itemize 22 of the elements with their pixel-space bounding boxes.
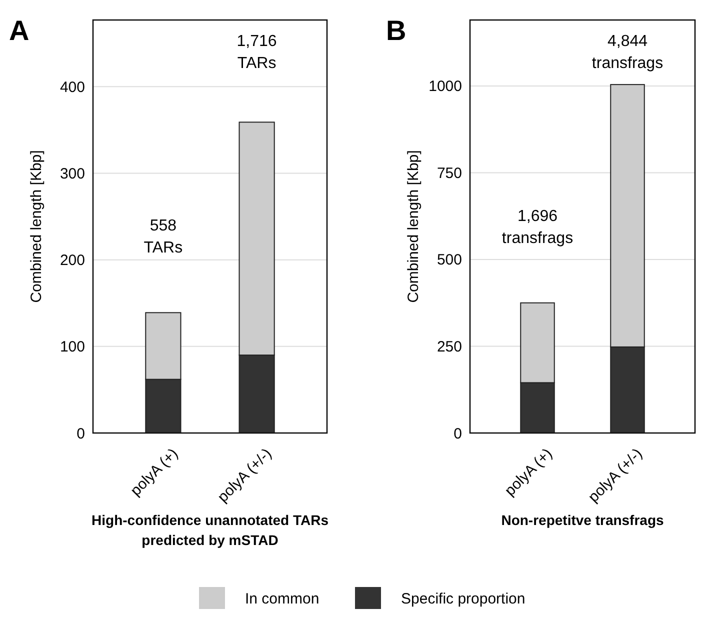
y-tick-label: 1000 bbox=[428, 78, 462, 96]
y-axis-title: Combined length [Kbp] bbox=[405, 150, 422, 303]
y-tick-label: 750 bbox=[436, 164, 462, 182]
y-tick-label: 500 bbox=[436, 252, 462, 269]
y-tick-label: 0 bbox=[454, 425, 462, 442]
chart-title: A bbox=[9, 15, 30, 46]
legend-label: Specific proportion bbox=[401, 590, 526, 608]
chart-title: B bbox=[386, 15, 406, 46]
annotation: 4,844 transfrags bbox=[592, 33, 664, 72]
y-tick-label: 200 bbox=[60, 252, 85, 270]
y-tick-label: 400 bbox=[60, 78, 85, 96]
legend-label: In common bbox=[245, 590, 320, 608]
y-tick-label: 100 bbox=[60, 338, 85, 356]
annotation: 558 TARs bbox=[144, 218, 183, 257]
y-tick-label: 300 bbox=[60, 166, 85, 182]
x-axis-title: High-confidence unannotated TARs predicted by mSTAD bbox=[92, 512, 329, 548]
annotation: 1,716 TARs bbox=[236, 33, 277, 72]
y-tick-label: 250 bbox=[436, 338, 462, 356]
y-axis-title: Combined length [Kbp] bbox=[28, 150, 45, 303]
y-tick-label: 0 bbox=[76, 425, 85, 442]
annotation: 1,696 transfrags bbox=[502, 208, 574, 247]
x-axis-title: Non-repetitve transfrags bbox=[501, 512, 664, 528]
